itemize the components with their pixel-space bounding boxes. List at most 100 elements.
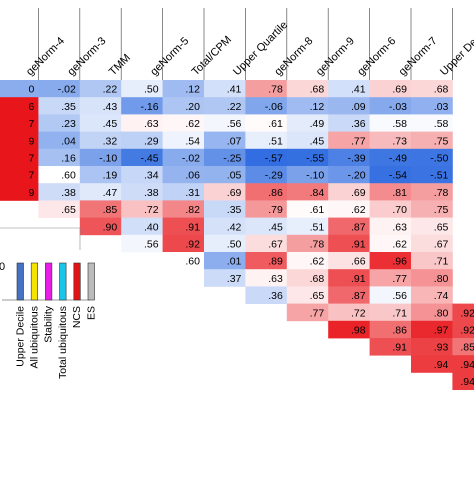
heatmap-cell bbox=[369, 252, 412, 270]
heatmap-cell bbox=[79, 80, 122, 98]
heatmap-cell bbox=[245, 234, 288, 253]
cell-value: .81 bbox=[392, 187, 407, 199]
heatmap-cell bbox=[121, 166, 163, 184]
cell-value: -.39 bbox=[348, 153, 366, 165]
heatmap-cell bbox=[0, 97, 39, 115]
heatmap-cell bbox=[162, 97, 205, 115]
heatmap-cell bbox=[245, 114, 288, 132]
heatmap-cell bbox=[286, 269, 329, 287]
cell-value: .80 bbox=[434, 273, 449, 285]
heatmap-cell bbox=[204, 80, 246, 98]
bar-category-label: ES bbox=[85, 306, 97, 320]
heatmap-cell bbox=[38, 148, 81, 167]
heatmap-cell bbox=[411, 183, 453, 201]
cell-value: .94 bbox=[460, 359, 474, 371]
cell-value: .65 bbox=[434, 221, 449, 233]
column-label: geNorm-8 bbox=[272, 35, 315, 78]
heatmap-cell bbox=[286, 183, 329, 201]
heatmap-cell bbox=[245, 131, 288, 150]
cell-value: .80 bbox=[434, 307, 449, 319]
cell-value: .50 bbox=[144, 84, 159, 96]
heatmap-cell bbox=[204, 252, 246, 270]
bar bbox=[16, 262, 24, 301]
cell-value: .50 bbox=[227, 239, 242, 251]
cell-value: -.02 bbox=[182, 153, 200, 165]
cell-value: .56 bbox=[144, 239, 159, 251]
heatmap-cell bbox=[38, 97, 81, 115]
cell-value: .16 bbox=[61, 153, 76, 165]
heatmap-cell bbox=[411, 114, 453, 132]
heatmap-cell bbox=[286, 303, 329, 322]
heatmap-cell bbox=[0, 148, 39, 167]
heatmap-cell bbox=[411, 303, 453, 322]
heatmap-cell bbox=[452, 320, 474, 339]
heatmap-cell bbox=[121, 131, 163, 150]
cell-value: .92 bbox=[460, 325, 474, 337]
cell-value: .90 bbox=[103, 221, 118, 233]
heatmap-cell bbox=[328, 252, 370, 270]
heatmap-cell bbox=[411, 166, 453, 184]
heatmap-cell bbox=[121, 217, 163, 236]
heatmap-cell bbox=[452, 338, 474, 356]
cell-value: -.54 bbox=[389, 170, 407, 182]
cell-value: .61 bbox=[268, 118, 283, 130]
bar bbox=[45, 262, 53, 301]
cell-value: .62 bbox=[392, 239, 407, 251]
heatmap-cell bbox=[162, 148, 205, 167]
cell-value: .47 bbox=[103, 187, 118, 199]
cell-value: .98 bbox=[351, 325, 366, 337]
cell-value: -.10 bbox=[99, 153, 117, 165]
cell-value: .65 bbox=[61, 204, 76, 216]
heatmap-cell bbox=[79, 200, 122, 218]
heatmap-cell bbox=[286, 234, 329, 253]
heatmap-cell bbox=[369, 269, 412, 287]
cell-value: 6 bbox=[29, 101, 35, 113]
cell-value: .70 bbox=[392, 204, 407, 216]
heatmap-cell bbox=[162, 166, 205, 184]
cell-value: .69 bbox=[227, 187, 242, 199]
cell-value: .45 bbox=[268, 221, 283, 233]
cell-value: .69 bbox=[351, 187, 366, 199]
cell-value: .63 bbox=[268, 273, 283, 285]
cell-value: .68 bbox=[434, 84, 449, 96]
cell-value: .86 bbox=[268, 187, 283, 199]
cell-value: 0 bbox=[29, 84, 35, 96]
cell-value: .73 bbox=[392, 135, 407, 147]
heatmap-cell bbox=[204, 97, 246, 115]
heatmap-cell bbox=[204, 183, 246, 201]
heatmap-cell bbox=[121, 80, 163, 98]
cell-value: .71 bbox=[434, 256, 449, 268]
heatmap-cell bbox=[411, 286, 453, 304]
column-label: Upper Decile bbox=[438, 25, 474, 78]
cell-value: .35 bbox=[227, 204, 242, 216]
heatmap-cell bbox=[328, 200, 370, 218]
heatmap-cell bbox=[328, 320, 370, 339]
heatmap-cell bbox=[328, 303, 370, 322]
heatmap-cell bbox=[328, 148, 370, 167]
cell-value: .49 bbox=[310, 118, 325, 130]
heatmap-cell bbox=[162, 252, 205, 270]
heatmap-cell bbox=[0, 80, 39, 98]
bar-category-label: Total ubiquitous bbox=[57, 306, 69, 379]
cell-value: .67 bbox=[434, 239, 449, 251]
cell-value: .60 bbox=[61, 170, 76, 182]
bar-tick-label: 0 bbox=[0, 261, 5, 273]
heatmap-cell bbox=[411, 131, 453, 150]
cell-value: .63 bbox=[392, 221, 407, 233]
heatmap-cell bbox=[204, 114, 246, 132]
heatmap-cell bbox=[411, 320, 453, 339]
heatmap-cell bbox=[121, 183, 163, 201]
heatmap-cell bbox=[328, 217, 370, 236]
cell-value: .22 bbox=[227, 101, 242, 113]
cell-value: .45 bbox=[310, 135, 325, 147]
cell-value: .62 bbox=[310, 256, 325, 268]
cell-value: .72 bbox=[351, 307, 366, 319]
cell-value: .85 bbox=[460, 342, 474, 354]
heatmap-cell bbox=[79, 131, 122, 150]
cell-value: .09 bbox=[351, 101, 366, 113]
cell-value: .92 bbox=[460, 307, 474, 319]
heatmap-cell bbox=[245, 148, 288, 167]
heatmap-cell bbox=[245, 200, 288, 218]
cell-value: .65 bbox=[310, 290, 325, 302]
